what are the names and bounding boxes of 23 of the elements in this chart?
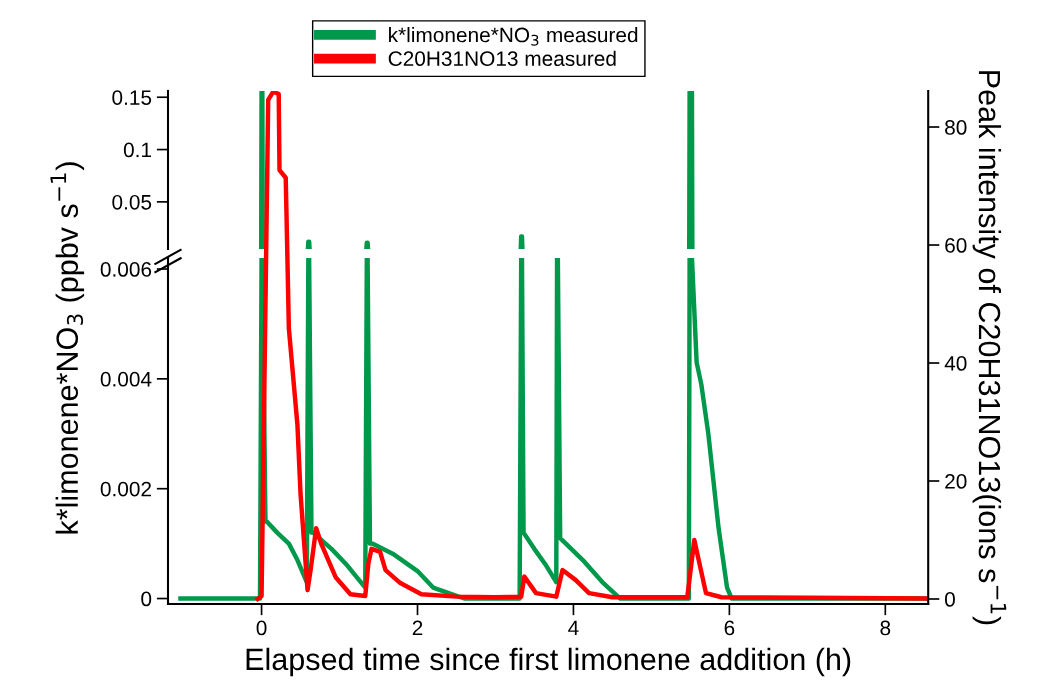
y-axis-title: k*limonene*NO$_{3}$ (ppbv s$^{−1}$) bbox=[50, 162, 85, 534]
x-tick-label: 2 bbox=[412, 620, 423, 636]
legend-label: k*limonene*NO$_{3}$ measured bbox=[389, 27, 638, 46]
y-tick-label: 0.006 bbox=[100, 262, 152, 277]
x-tick-label: 6 bbox=[724, 620, 735, 636]
y-tick-label: 0.1 bbox=[123, 142, 152, 158]
x-tick-label: 0 bbox=[256, 620, 267, 636]
y2-tick-label: 40 bbox=[944, 356, 967, 371]
x-tick-label: 8 bbox=[880, 620, 891, 636]
x-axis-title: Elapsed time since first limonene addition (h) bbox=[246, 647, 851, 677]
y-tick-label: 0.004 bbox=[100, 371, 152, 387]
x-tick-label: 4 bbox=[568, 620, 579, 636]
y-tick-label: 0.15 bbox=[112, 90, 152, 105]
y2-tick-label: 80 bbox=[945, 120, 967, 135]
y2-axis-title: Peak intensity of C20H31NO13(ions s$^{−1}$) bbox=[972, 71, 1007, 625]
y2-tick-label: 20 bbox=[945, 474, 967, 489]
y-tick-label: 0.002 bbox=[100, 481, 151, 497]
y-tick-label: 0 bbox=[141, 591, 152, 607]
y2-tick-label: 60 bbox=[945, 238, 967, 253]
legend-label: C20H31NO13 measured bbox=[388, 50, 616, 67]
y2-tick-label: 0 bbox=[944, 592, 955, 607]
line-series bbox=[255, 91, 929, 602]
y-tick-label: 0.05 bbox=[112, 194, 152, 210]
